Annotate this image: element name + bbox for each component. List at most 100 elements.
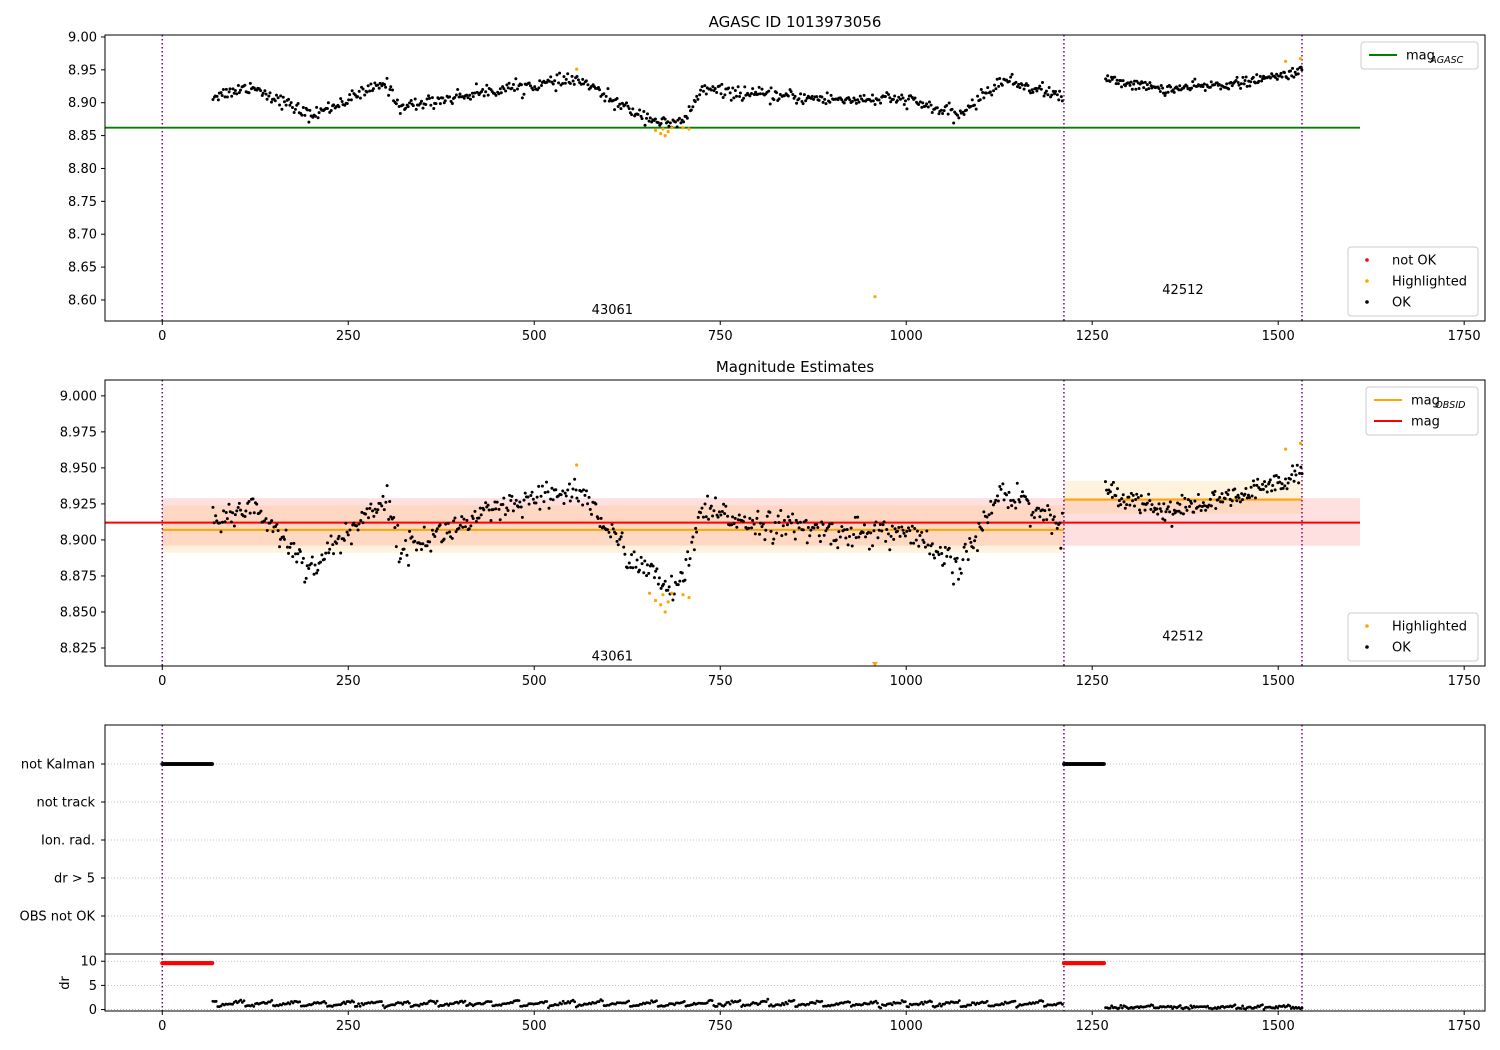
ok-point [912,541,916,545]
ok-point [630,113,634,117]
ok-point [650,120,654,124]
ok-point [367,516,371,520]
ok-point [268,91,272,95]
ok-point [974,107,978,111]
ok-point [1244,75,1248,79]
ok-point [1249,80,1253,84]
ok-point [215,519,219,523]
ok-point [1273,75,1277,79]
ok-point [743,85,747,89]
ok-point [1295,463,1299,467]
ok-point [315,571,319,575]
ok-point [903,534,907,538]
ok-point [584,489,588,493]
ok-point [1127,495,1131,499]
ok-point [1166,505,1170,509]
ok-point [531,88,535,92]
x-tick-label: 250 [336,329,361,344]
ok-point [620,101,624,105]
ok-point [248,81,252,85]
ok-point [285,545,289,549]
ok-point [260,94,264,98]
ok-point [1015,85,1019,89]
ok-point [568,499,572,503]
ok-point [1032,516,1036,520]
ok-point [1178,84,1182,88]
dr-point [786,1002,789,1006]
ok-point [1254,81,1258,85]
ok-point [643,123,647,127]
ok-point [945,104,949,108]
ok-point [648,116,652,120]
ok-point [742,96,746,100]
ok-point [990,511,994,515]
ok-point [709,504,713,508]
x-tick-label: 250 [336,1019,361,1034]
ok-point [1059,95,1063,99]
ok-point [964,549,968,553]
flag-category-label: Ion. rad. [41,834,95,849]
ok-point [1017,82,1021,86]
ok-point [252,511,256,515]
ok-point [857,100,861,104]
ok-point [1286,77,1290,81]
ok-point [816,526,820,530]
ok-point [717,84,721,88]
ok-point [274,524,278,528]
ok-point [702,89,706,93]
ok-point [424,103,428,107]
ok-point [453,516,457,520]
ok-point [975,549,979,553]
ok-point [917,544,921,548]
highlighted-point [1298,441,1303,445]
flag-category-label: not track [36,796,95,811]
ok-point [834,538,838,542]
ok-point [625,566,629,570]
ok-point [528,84,532,88]
ok-point [581,503,585,507]
ok-point [573,477,577,481]
ok-point [1121,493,1125,497]
ok-point [363,93,367,97]
ok-point [1235,499,1239,503]
ok-point [594,502,598,506]
ok-point [773,520,777,524]
ok-point [602,525,606,529]
ok-point [654,569,658,573]
legend-label: not OK [1392,254,1437,269]
ok-point [486,93,490,97]
ok-point [514,77,518,81]
ok-point [603,99,607,103]
ok-point [680,571,684,575]
ok-point [563,81,567,85]
ok-point [244,509,248,513]
dr-point [466,1003,470,1007]
highlighted-point [663,610,667,614]
ok-point [695,530,699,534]
ok-point [1257,79,1261,83]
ok-point [920,105,924,109]
highlighted-point [663,133,667,138]
ok-point [675,125,679,129]
ok-point [1144,88,1148,92]
ok-point [1018,500,1022,504]
dr-point [890,1003,894,1007]
ok-point [631,566,635,570]
dr-point [907,1005,910,1009]
ok-point [1148,81,1152,85]
ok-point [672,592,676,596]
ok-point [651,564,655,568]
dr-point [324,1001,328,1005]
ok-point [632,550,636,554]
ok-point [419,99,423,103]
dr-point [782,1003,786,1007]
ok-point [405,553,409,557]
ok-point [760,87,764,91]
ok-point [465,518,469,522]
ok-point [1212,493,1216,497]
ok-point [848,535,852,539]
ok-point [1275,77,1279,81]
highlighted-point [575,463,579,467]
ok-point [575,496,579,500]
flag-point [210,762,215,766]
